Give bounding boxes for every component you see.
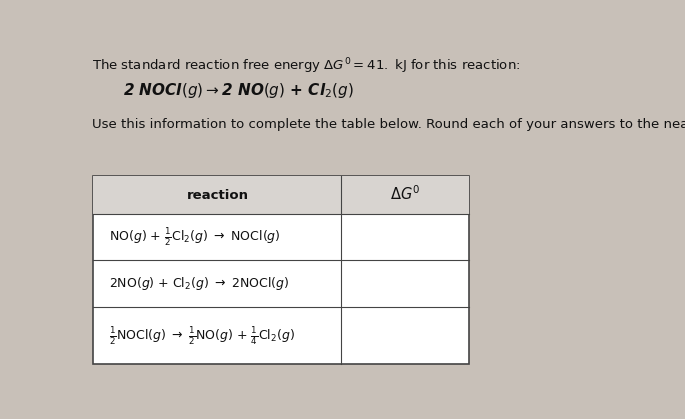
- Text: 2NO$(g)$ + Cl$_2(g)$ $\rightarrow$ 2NOCl$(g)$: 2NO$(g)$ + Cl$_2(g)$ $\rightarrow$ 2NOCl…: [110, 275, 290, 292]
- Text: The standard reaction free energy $\Delta G^0 = 41.$ kJ for this reaction:: The standard reaction free energy $\Delt…: [92, 57, 521, 76]
- Text: Use this information to complete the table below. Round each of your answers to : Use this information to complete the tab…: [92, 118, 685, 131]
- Bar: [93, 176, 469, 365]
- Text: reaction: reaction: [186, 189, 249, 202]
- Text: $\Delta G^0$: $\Delta G^0$: [390, 184, 421, 203]
- Text: NO$(g)$ + $\frac{1}{2}$Cl$_2(g)$ $\rightarrow$ NOCl$(g)$: NO$(g)$ + $\frac{1}{2}$Cl$_2(g)$ $\right…: [110, 226, 281, 248]
- Text: $\frac{1}{2}$NOCl$(g)$ $\rightarrow$ $\frac{1}{2}$NO$(g)$ + $\frac{1}{4}$Cl$_2(g: $\frac{1}{2}$NOCl$(g)$ $\rightarrow$ $\f…: [110, 325, 295, 347]
- Text: 2 NOCl$(g)\rightarrow$2 NO$(g)$ + Cl$_2$$(g)$: 2 NOCl$(g)\rightarrow$2 NO$(g)$ + Cl$_2$…: [123, 81, 353, 100]
- Bar: [93, 176, 469, 214]
